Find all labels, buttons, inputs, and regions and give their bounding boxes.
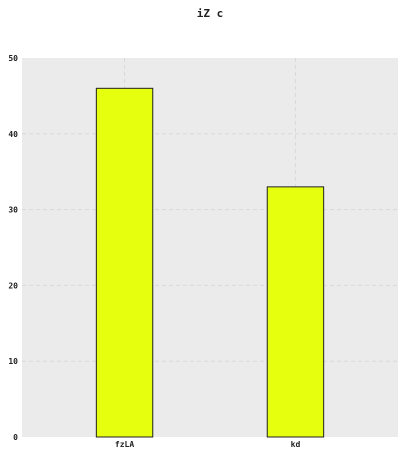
y-tick-label: 40 [8, 130, 18, 139]
bar-fzLA [95, 87, 154, 438]
x-tick-label: kd [291, 440, 301, 449]
chart-title: iZ c [197, 7, 224, 20]
bars [95, 87, 325, 438]
x-axis-ticks: fzLA kd [115, 440, 301, 449]
y-tick-label: 20 [8, 281, 18, 290]
y-axis-ticks: 0 10 20 30 40 50 [8, 54, 18, 442]
y-tick-label: 50 [8, 54, 18, 63]
plot-area [22, 58, 398, 437]
y-tick-label: 0 [13, 433, 18, 442]
y-tick-label: 10 [8, 357, 18, 366]
x-tick-label: fzLA [115, 440, 134, 449]
y-tick-label: 30 [8, 206, 18, 215]
bar-kd [266, 186, 325, 438]
